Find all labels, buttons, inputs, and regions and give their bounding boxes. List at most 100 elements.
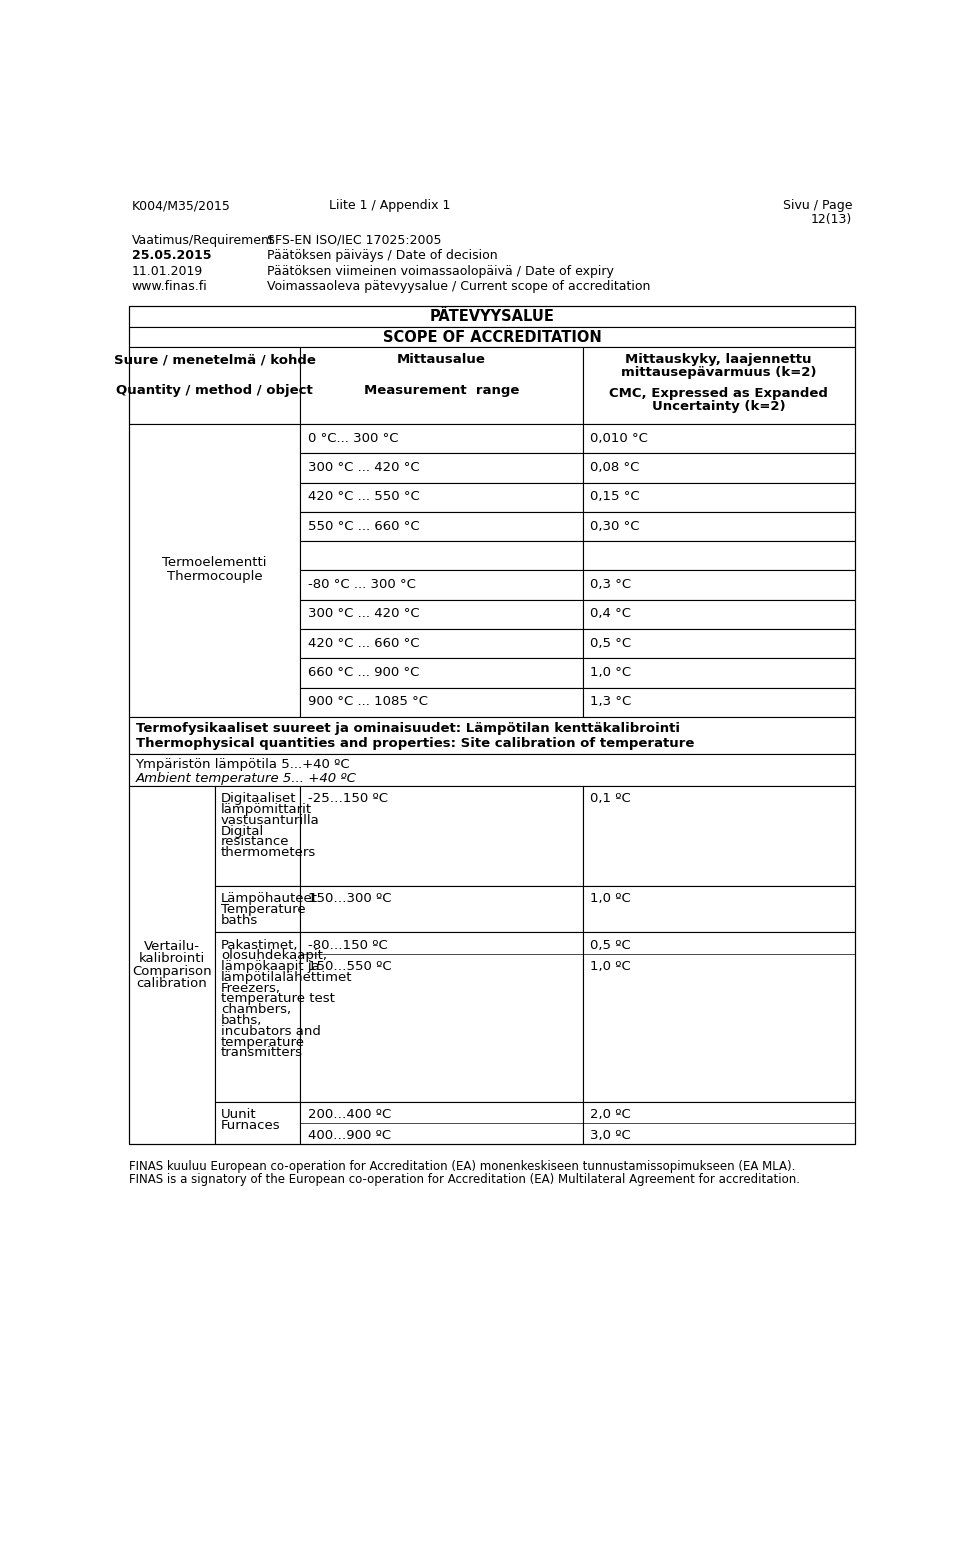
Text: Thermocouple: Thermocouple <box>167 570 262 584</box>
Text: www.finas.fi: www.finas.fi <box>132 281 207 293</box>
Text: Voimassaoleva pätevyysalue / Current scope of accreditation: Voimassaoleva pätevyysalue / Current sco… <box>267 281 651 293</box>
Text: Ambient temperature 5... +40 ºC: Ambient temperature 5... +40 ºC <box>135 773 356 785</box>
Text: chambers,: chambers, <box>221 1003 291 1017</box>
Text: CMC, Expressed as Expanded: CMC, Expressed as Expanded <box>610 386 828 400</box>
Text: resistance: resistance <box>221 835 289 849</box>
Text: temperature: temperature <box>221 1035 304 1049</box>
Text: 2,0 ºC: 2,0 ºC <box>590 1108 631 1121</box>
Bar <box>583 483 854 512</box>
Bar <box>300 599 583 629</box>
Bar <box>214 933 300 1102</box>
Text: 1,0 ºC: 1,0 ºC <box>590 961 631 973</box>
Bar <box>130 306 854 1144</box>
Text: PÄTEVYYSALUE: PÄTEVYYSALUE <box>429 309 555 324</box>
Text: Päätöksen päiväys / Date of decision: Päätöksen päiväys / Date of decision <box>267 250 498 262</box>
Text: 420 °C ... 660 °C: 420 °C ... 660 °C <box>307 636 420 650</box>
Text: 0,15 °C: 0,15 °C <box>590 490 640 503</box>
Bar <box>583 1102 854 1144</box>
Text: 0,5 °C: 0,5 °C <box>590 636 632 650</box>
Text: Mittausalue: Mittausalue <box>396 354 486 366</box>
Text: K004/M35/2015: K004/M35/2015 <box>132 199 230 213</box>
Bar <box>583 629 854 658</box>
Bar <box>214 785 300 886</box>
Bar <box>300 348 583 424</box>
Text: 0,4 °C: 0,4 °C <box>590 607 632 621</box>
Bar <box>583 348 854 424</box>
Text: Päätöksen viimeinen voimassaolopäivä / Date of expiry: Päätöksen viimeinen voimassaolopäivä / D… <box>267 265 614 278</box>
Text: Measurement  range: Measurement range <box>364 385 519 397</box>
Text: Digital: Digital <box>221 824 264 838</box>
Text: kalibrointi: kalibrointi <box>139 953 205 965</box>
Bar <box>583 424 854 453</box>
Text: thermometers: thermometers <box>221 846 316 860</box>
Bar <box>583 453 854 483</box>
Bar <box>300 571 583 599</box>
Bar <box>583 688 854 717</box>
Text: 150…300 ºC: 150…300 ºC <box>307 892 391 905</box>
Text: Thermophysical quantities and properties: Site calibration of temperature: Thermophysical quantities and properties… <box>135 737 694 750</box>
Text: Ympäristön lämpötila 5...+40 ºC: Ympäristön lämpötila 5...+40 ºC <box>135 759 350 771</box>
Text: -25…150 ºC: -25…150 ºC <box>307 792 388 805</box>
Text: Sivu / Page: Sivu / Page <box>782 199 852 213</box>
Text: 0,30 °C: 0,30 °C <box>590 520 640 532</box>
Text: 900 °C ... 1085 °C: 900 °C ... 1085 °C <box>307 695 427 708</box>
Bar <box>583 599 854 629</box>
Text: vastusanturilla: vastusanturilla <box>221 813 320 827</box>
Bar <box>300 629 583 658</box>
Text: SCOPE OF ACCREDITATION: SCOPE OF ACCREDITATION <box>383 331 601 345</box>
Text: SFS-EN ISO/IEC 17025:2005: SFS-EN ISO/IEC 17025:2005 <box>267 234 442 247</box>
Bar <box>300 542 583 571</box>
Bar <box>214 1102 300 1144</box>
Text: 0,5 ºC: 0,5 ºC <box>590 939 631 951</box>
Text: Quantity / method / object: Quantity / method / object <box>116 385 313 397</box>
Bar <box>300 1102 583 1144</box>
Text: 3,0 ºC: 3,0 ºC <box>590 1130 631 1142</box>
Text: Digitaaliset: Digitaaliset <box>221 792 297 805</box>
Text: mittausepävarmuus (k=2): mittausepävarmuus (k=2) <box>621 366 816 379</box>
Bar <box>130 348 300 424</box>
Bar <box>300 688 583 717</box>
Text: 0,3 °C: 0,3 °C <box>590 579 632 591</box>
Bar <box>130 717 854 754</box>
Text: 11.01.2019: 11.01.2019 <box>132 265 203 278</box>
Bar <box>300 658 583 688</box>
Text: Uunit: Uunit <box>221 1108 256 1121</box>
Text: Comparison: Comparison <box>132 965 212 978</box>
Text: transmitters: transmitters <box>221 1046 302 1060</box>
Text: 400…900 ºC: 400…900 ºC <box>307 1130 391 1142</box>
Text: Suure / menetelmä / kohde: Suure / menetelmä / kohde <box>113 354 316 366</box>
Text: 1,3 °C: 1,3 °C <box>590 695 632 708</box>
Text: lämpötilalähettimet: lämpötilalähettimet <box>221 972 352 984</box>
Text: Liite 1 / Appendix 1: Liite 1 / Appendix 1 <box>329 199 450 213</box>
Text: 300 °C ... 420 °C: 300 °C ... 420 °C <box>307 461 420 473</box>
Text: 1,0 ºC: 1,0 ºC <box>590 892 631 905</box>
Bar <box>300 424 583 453</box>
Bar <box>300 886 583 933</box>
Text: incubators and: incubators and <box>221 1024 321 1038</box>
Bar <box>583 933 854 1102</box>
Text: -80…150 ºC: -80…150 ºC <box>307 939 387 951</box>
Text: 420 °C ... 550 °C: 420 °C ... 550 °C <box>307 490 420 503</box>
Text: Vertailu-: Vertailu- <box>144 941 200 953</box>
Text: baths: baths <box>221 914 258 927</box>
Text: FINAS kuuluu European co-operation for Accreditation (EA) monenkeskiseen tunnust: FINAS kuuluu European co-operation for A… <box>130 1159 796 1172</box>
Text: 1,0 °C: 1,0 °C <box>590 666 632 678</box>
Bar <box>583 542 854 571</box>
Bar <box>300 453 583 483</box>
Bar <box>583 571 854 599</box>
Text: Termofysikaaliset suureet ja ominaisuudet: Lämpötilan kenttäkalibrointi: Termofysikaaliset suureet ja ominaisuude… <box>135 722 680 736</box>
Bar <box>300 933 583 1102</box>
Text: 0,08 °C: 0,08 °C <box>590 461 639 473</box>
Text: 200…400 ºC: 200…400 ºC <box>307 1108 391 1121</box>
Text: 25.05.2015: 25.05.2015 <box>132 250 211 262</box>
Text: 12(13): 12(13) <box>811 213 852 227</box>
Text: Temperature: Temperature <box>221 903 305 916</box>
Text: Lämpöhauteet: Lämpöhauteet <box>221 892 318 905</box>
Bar <box>130 424 300 717</box>
Text: temperature test: temperature test <box>221 992 335 1006</box>
Bar <box>130 785 214 1144</box>
Bar <box>583 658 854 688</box>
Text: -80 °C ... 300 °C: -80 °C ... 300 °C <box>307 579 416 591</box>
Bar <box>300 512 583 542</box>
Text: lämpömittarit: lämpömittarit <box>221 802 312 816</box>
